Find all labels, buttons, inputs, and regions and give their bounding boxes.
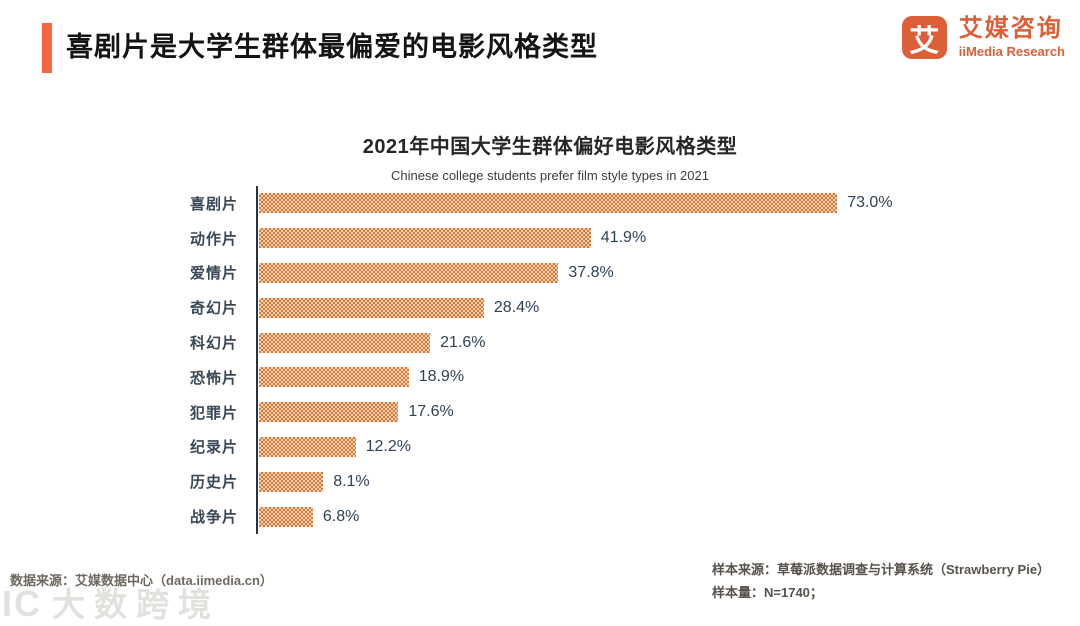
chart-row: 爱情片 37.8% [0,256,1080,291]
bar [259,436,356,457]
page-title: 喜剧片是大学生群体最偏爱的电影风格类型 [66,32,598,62]
chart-row: 奇幻片 28.4% [0,290,1080,325]
value-label: 8.1% [333,472,370,490]
category-label: 纪录片 [189,439,238,457]
chart-row: 恐怖片 18.9% [0,360,1080,395]
bar-track: 8.1% [246,471,1080,492]
bar-chart: 喜剧片 73.0% 动作片 41.9% 爱情片 37.8% 奇幻片 28.4% 科幻片 21.6%… [0,186,1080,535]
value-label: 18.9% [418,368,465,386]
bar-track: 21.6% [246,332,1080,353]
value-label: 28.4% [493,298,540,316]
category-label: 爱情片 [189,265,238,283]
chart-row: 战争片 6.8% [0,499,1080,534]
chart-heading: 2021年中国大学生群体偏好电影风格类型 Chinese college stu… [20,130,1080,183]
sample-size-note: 样本量：N=1740； [712,585,823,600]
category-label: 恐怖片 [189,369,238,387]
value-label: 12.2% [365,437,411,455]
bar-track: 41.9% [246,228,1080,249]
bar [259,228,591,249]
chart-title: 2021年中国大学生群体偏好电影风格类型 [362,136,738,158]
chart-row: 纪录片 12.2% [0,430,1080,465]
chart-row: 动作片 41.9% [0,221,1080,256]
chart-rows: 喜剧片 73.0% 动作片 41.9% 爱情片 37.8% 奇幻片 28.4% 科幻片 21.6%… [0,186,1080,534]
sample-notes: 样本来源：草莓派数据调查与计算系统（Strawberry Pie） 样本量：N=… [712,558,1050,604]
value-label: 6.8% [322,507,360,525]
data-source-note: 数据来源：艾媒数据中心（data.iimedia.cn） [10,573,273,588]
bar-track: 37.8% [246,262,1080,283]
bar [259,193,838,214]
bar-track: 6.8% [246,506,1080,527]
category-label: 战争片 [189,509,238,527]
category-label: 犯罪片 [189,404,238,422]
category-label: 喜剧片 [189,195,238,213]
bar [259,471,324,492]
watermark-text: 大数跨境 [52,586,220,623]
chart-row: 喜剧片 73.0% [0,186,1080,221]
category-label: 奇幻片 [189,300,238,318]
y-axis-line [256,186,258,534]
category-label: 历史片 [189,474,238,492]
bar [259,297,484,318]
bar [259,367,409,388]
iimedia-logo: 艾 艾媒咨询 iiMedia Research [901,15,1065,60]
chart-subtitle: Chinese college students prefer film sty… [391,168,709,183]
bar [259,332,431,353]
iimedia-logo-icon: 艾 [901,16,947,60]
iimedia-logo-text: 艾媒咨询 iiMedia Research [958,15,1065,60]
logo-name-cn: 艾媒咨询 [958,15,1063,42]
bar-track: 73.0% [246,193,1080,214]
logo-name-en: iiMedia Research [958,44,1065,60]
value-label: 17.6% [408,403,454,421]
sample-source-note: 样本来源：草莓派数据调查与计算系统（Strawberry Pie） [712,562,1051,577]
bar-track: 12.2% [246,436,1080,457]
bar [259,262,559,283]
value-label: 73.0% [847,194,893,212]
bar-track: 28.4% [246,297,1080,318]
value-label: 21.6% [440,333,486,351]
watermark-logo: IC [2,583,42,624]
bar-track: 18.9% [246,367,1080,388]
chart-row: 历史片 8.1% [0,464,1080,499]
chart-row: 科幻片 21.6% [0,325,1080,360]
bar [259,402,399,423]
chart-row: 犯罪片 17.6% [0,395,1080,430]
bar [259,506,313,527]
bar-track: 17.6% [246,402,1080,423]
category-label: 科幻片 [189,335,238,353]
category-label: 动作片 [189,230,238,248]
value-label: 41.9% [600,229,647,247]
title-accent-bar [42,23,52,73]
value-label: 37.8% [568,263,614,281]
